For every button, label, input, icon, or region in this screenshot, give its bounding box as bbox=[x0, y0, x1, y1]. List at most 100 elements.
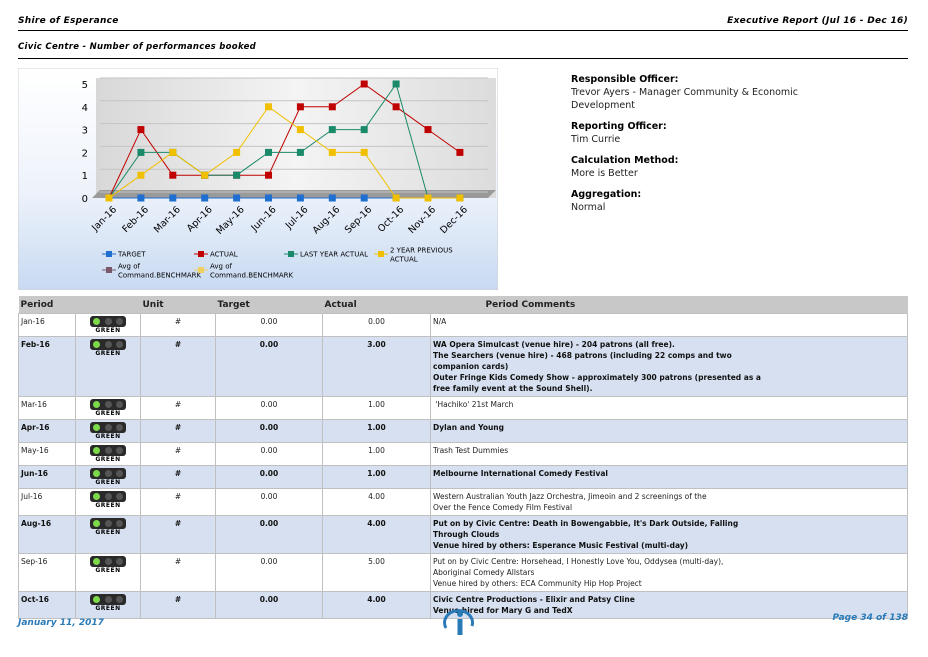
data-point bbox=[328, 126, 336, 134]
actual-cell: 1.00 bbox=[322, 396, 431, 420]
data-point bbox=[233, 194, 241, 202]
status-text: GREEN bbox=[95, 479, 121, 486]
table-row: Jul-16 GREEN #0.00 4.00 Western Australian Y… bbox=[18, 488, 908, 516]
status-cell: GREEN bbox=[75, 515, 141, 554]
header-cell: Target bbox=[215, 296, 323, 314]
header-cell: Unit bbox=[140, 296, 216, 314]
comment-line: Civic Centre Productions - Elixir and Pa… bbox=[433, 595, 635, 604]
data-point bbox=[137, 171, 145, 179]
data-point bbox=[137, 126, 145, 134]
comment-line: Venue hired by others: ECA Community Hip… bbox=[433, 579, 642, 588]
status-cell: GREEN bbox=[75, 442, 141, 466]
period-cell: Feb-16 bbox=[18, 336, 76, 397]
status-light bbox=[90, 399, 126, 410]
data-point bbox=[169, 171, 177, 179]
actual-cell: 4.00 bbox=[322, 488, 431, 516]
table-row: Jan-16 GREEN #0.00 0.00 N/A bbox=[18, 313, 908, 337]
data-point bbox=[424, 126, 432, 134]
table-row: Feb-16 GREEN #0.00 3.00 WA Opera Simulcast (… bbox=[18, 336, 908, 397]
comment-cell: Put on by Civic Centre: Death in Bowenga… bbox=[430, 515, 908, 554]
period-cell: Sep-16 bbox=[18, 553, 76, 592]
rule bbox=[18, 58, 908, 59]
comment-cell: Civic Centre Productions - Elixir and Pa… bbox=[430, 591, 908, 619]
data-point bbox=[392, 194, 400, 202]
info-block: Responsible Officer: Trevor Ayers - Manag… bbox=[571, 73, 811, 112]
status-cell: GREEN bbox=[75, 313, 141, 337]
comment-cell: Melbourne International Comedy Festival bbox=[430, 465, 908, 489]
light-dot bbox=[93, 493, 100, 500]
target-cell: 0.00 bbox=[215, 591, 323, 619]
status-text: GREEN bbox=[95, 529, 121, 536]
legend-label: TARGET bbox=[117, 251, 146, 259]
unit-cell: # bbox=[140, 396, 216, 420]
comment-line: Dylan and Young bbox=[433, 423, 505, 432]
target-cell: 0.00 bbox=[215, 488, 323, 516]
footer-date: January 11, 2017 bbox=[18, 618, 104, 628]
table-row: Sep-16 GREEN #0.00 5.00 Put on by Civic Cent… bbox=[18, 553, 908, 592]
status-light bbox=[90, 316, 126, 327]
status-light bbox=[90, 339, 126, 350]
actual-cell: 0.00 bbox=[322, 313, 431, 337]
comment-line: Put on by Civic Centre: Horsehead, I Hon… bbox=[433, 557, 724, 566]
status-light bbox=[90, 445, 126, 456]
data-point bbox=[265, 103, 272, 111]
unit-cell: # bbox=[140, 442, 216, 466]
light-dot bbox=[116, 470, 123, 477]
status-light bbox=[90, 518, 126, 529]
data-point bbox=[328, 194, 336, 202]
light-dot bbox=[93, 424, 100, 431]
target-cell: 0.00 bbox=[215, 442, 323, 466]
data-point bbox=[105, 194, 113, 202]
info-label: Aggregation: bbox=[571, 189, 642, 200]
status-text: GREEN bbox=[95, 502, 121, 509]
actual-cell: 5.00 bbox=[322, 553, 431, 592]
info-value: Trevor Ayers - Manager Community & Econo… bbox=[571, 87, 799, 111]
light-dot bbox=[93, 447, 100, 454]
light-dot bbox=[116, 558, 123, 565]
report-title: Executive Report (Jul 16 - Dec 16) bbox=[727, 16, 908, 26]
light-dot bbox=[116, 341, 123, 348]
unit-cell: # bbox=[140, 313, 216, 337]
series-line bbox=[108, 106, 460, 199]
data-point bbox=[392, 103, 400, 111]
unit-cell: # bbox=[140, 465, 216, 489]
table-row: Mar-16 GREEN #0.00 1.00 'Hachiko' 21st Marc… bbox=[18, 396, 908, 420]
comment-line: Venue hired for Mary G and TedX bbox=[433, 606, 573, 615]
comment-line: Venue hired by others: Esperance Music F… bbox=[433, 541, 689, 550]
status-cell: GREEN bbox=[75, 396, 141, 420]
status-text: GREEN bbox=[95, 605, 121, 612]
light-dot bbox=[93, 341, 100, 348]
data-point bbox=[296, 126, 304, 134]
comment-line: Put on by Civic Centre: Death in Bowenga… bbox=[433, 519, 739, 528]
header-cell: Period Comments bbox=[430, 296, 908, 314]
table-header: Period Unit Target Actual Period Comment… bbox=[18, 296, 908, 314]
table-row: Oct-16 GREEN #0.00 4.00 Civic Centre Product… bbox=[18, 591, 908, 619]
info-label: Reporting Officer: bbox=[571, 121, 667, 132]
comment-line: Trash Test Dummies bbox=[433, 446, 509, 455]
data-point bbox=[296, 194, 304, 202]
light-dot bbox=[116, 447, 123, 454]
light-dot bbox=[104, 341, 112, 348]
status-text: GREEN bbox=[95, 410, 121, 417]
logo bbox=[443, 609, 475, 635]
comment-cell: Put on by Civic Centre: Horsehead, I Hon… bbox=[430, 553, 908, 592]
period-cell: May-16 bbox=[18, 442, 76, 466]
comment-cell: N/A bbox=[430, 313, 908, 337]
actual-cell: 4.00 bbox=[322, 515, 431, 554]
comment-line: 'Hachiko' 21st March bbox=[433, 400, 514, 409]
comment-line: free family event at the Sound Shell). bbox=[433, 384, 593, 393]
light-dot bbox=[104, 558, 112, 565]
data-point bbox=[265, 171, 272, 179]
target-cell: 0.00 bbox=[215, 553, 323, 592]
status-light bbox=[90, 422, 126, 433]
target-cell: 0.00 bbox=[215, 515, 323, 554]
header-cell: Period bbox=[18, 296, 141, 314]
data-point bbox=[201, 171, 209, 179]
light-dot bbox=[93, 520, 100, 527]
status-cell: GREEN bbox=[75, 488, 141, 516]
period-cell: Aug-16 bbox=[18, 515, 76, 554]
info-value: More is Better bbox=[571, 168, 638, 179]
comment-line: Western Australian Youth Jazz Orchestra,… bbox=[433, 492, 707, 501]
target-cell: 0.00 bbox=[215, 465, 323, 489]
info-block: Reporting Officer: Tim Currie bbox=[571, 120, 811, 146]
